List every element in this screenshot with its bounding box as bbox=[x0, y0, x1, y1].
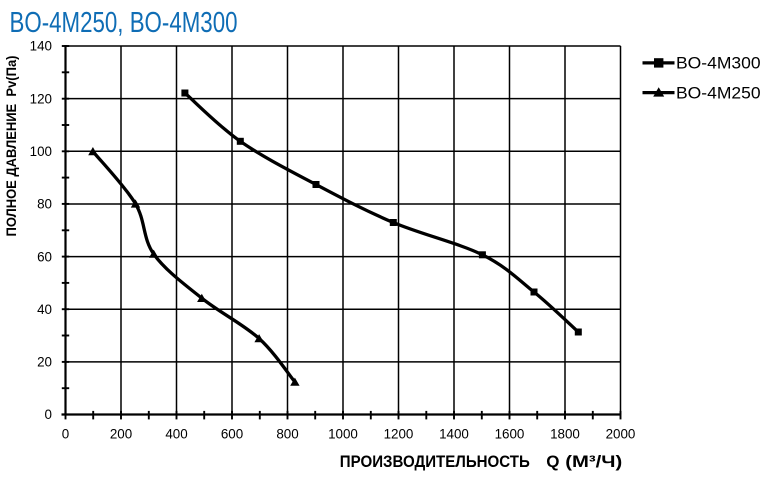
svg-text:2000: 2000 bbox=[606, 427, 636, 442]
svg-text:0: 0 bbox=[62, 427, 69, 442]
svg-text:BO-4M300: BO-4M300 bbox=[676, 54, 761, 73]
svg-text:1600: 1600 bbox=[495, 427, 525, 442]
svg-text:Q: Q bbox=[546, 452, 559, 471]
svg-text:1800: 1800 bbox=[550, 427, 580, 442]
svg-text:100: 100 bbox=[30, 144, 52, 159]
svg-text:(М³/Ч): (М³/Ч) bbox=[565, 452, 622, 471]
svg-text:140: 140 bbox=[30, 39, 52, 54]
svg-text:80: 80 bbox=[37, 197, 52, 212]
svg-text:800: 800 bbox=[276, 427, 298, 442]
svg-text:400: 400 bbox=[165, 427, 187, 442]
svg-text:ПОЛНОЕ ДАВЛЕНИЕ Pv(Па): ПОЛНОЕ ДАВЛЕНИЕ Pv(Па) bbox=[4, 56, 19, 237]
svg-text:20: 20 bbox=[37, 355, 52, 370]
svg-text:ПРОИЗВОДИТЕЛЬНОСТЬ: ПРОИЗВОДИТЕЛЬНОСТЬ bbox=[340, 452, 530, 471]
svg-text:1000: 1000 bbox=[328, 427, 358, 442]
svg-text:1400: 1400 bbox=[439, 427, 469, 442]
svg-text:200: 200 bbox=[110, 427, 132, 442]
svg-text:1200: 1200 bbox=[384, 427, 414, 442]
svg-text:40: 40 bbox=[37, 302, 52, 317]
svg-text:600: 600 bbox=[221, 427, 243, 442]
svg-text:60: 60 bbox=[37, 249, 52, 264]
svg-text:120: 120 bbox=[30, 91, 52, 106]
svg-text:BO-4M250, BO-4M300: BO-4M250, BO-4M300 bbox=[10, 7, 238, 39]
svg-text:0: 0 bbox=[45, 407, 52, 422]
svg-text:BO-4M250: BO-4M250 bbox=[676, 84, 761, 103]
